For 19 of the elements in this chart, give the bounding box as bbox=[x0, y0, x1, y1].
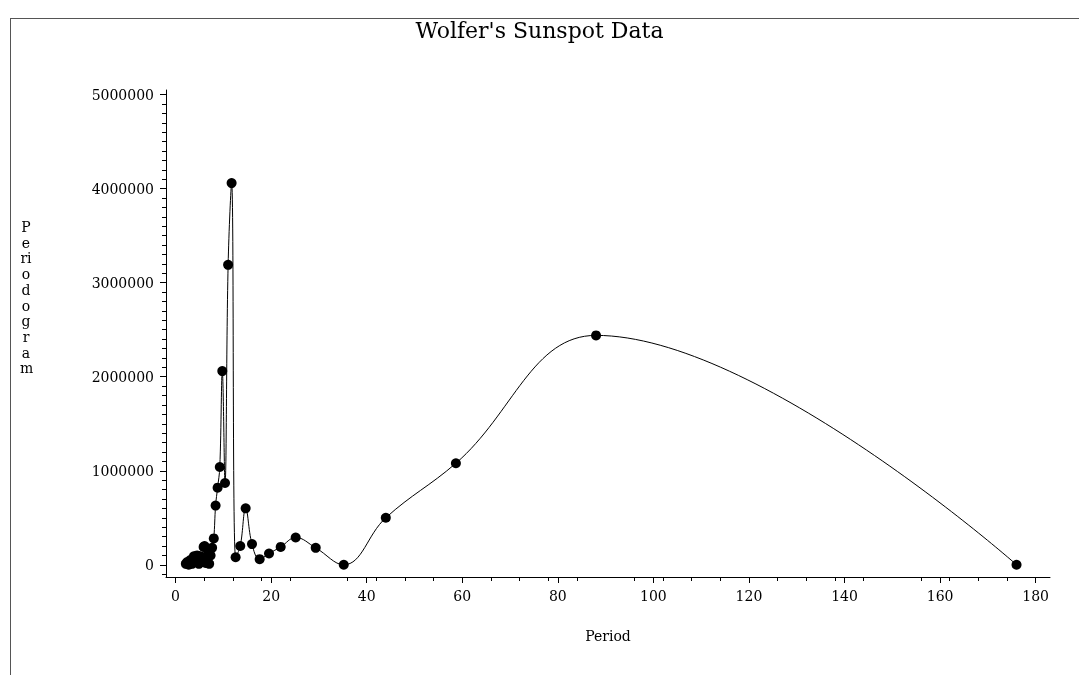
y-tick-label: 5000000 bbox=[91, 86, 154, 103]
x-tick-label: 100 bbox=[640, 588, 667, 604]
x-tick-label: 160 bbox=[926, 588, 954, 604]
y-tick-label: 0 bbox=[145, 556, 154, 573]
x-tick-label: 120 bbox=[735, 588, 763, 604]
x-tick-label: 60 bbox=[453, 588, 472, 604]
x-tick-label: 180 bbox=[1022, 588, 1050, 604]
y-tick-label: 3000000 bbox=[91, 274, 154, 291]
x-tick-label: 80 bbox=[548, 588, 567, 604]
x-tick-label: 0 bbox=[171, 588, 181, 604]
y-tick-label: 4000000 bbox=[91, 180, 154, 197]
x-axis-title: Period bbox=[585, 628, 631, 644]
text: Periodogram bbox=[20, 219, 34, 377]
x-tick-label: 20 bbox=[262, 588, 281, 604]
chart-title: Wolfer's Sunspot Data bbox=[415, 17, 664, 43]
x-tick-label: 140 bbox=[831, 588, 858, 604]
x-tick-label: 40 bbox=[357, 588, 376, 604]
y-tick-label: 2000000 bbox=[91, 368, 154, 385]
y-tick-label: 1000000 bbox=[91, 462, 154, 479]
